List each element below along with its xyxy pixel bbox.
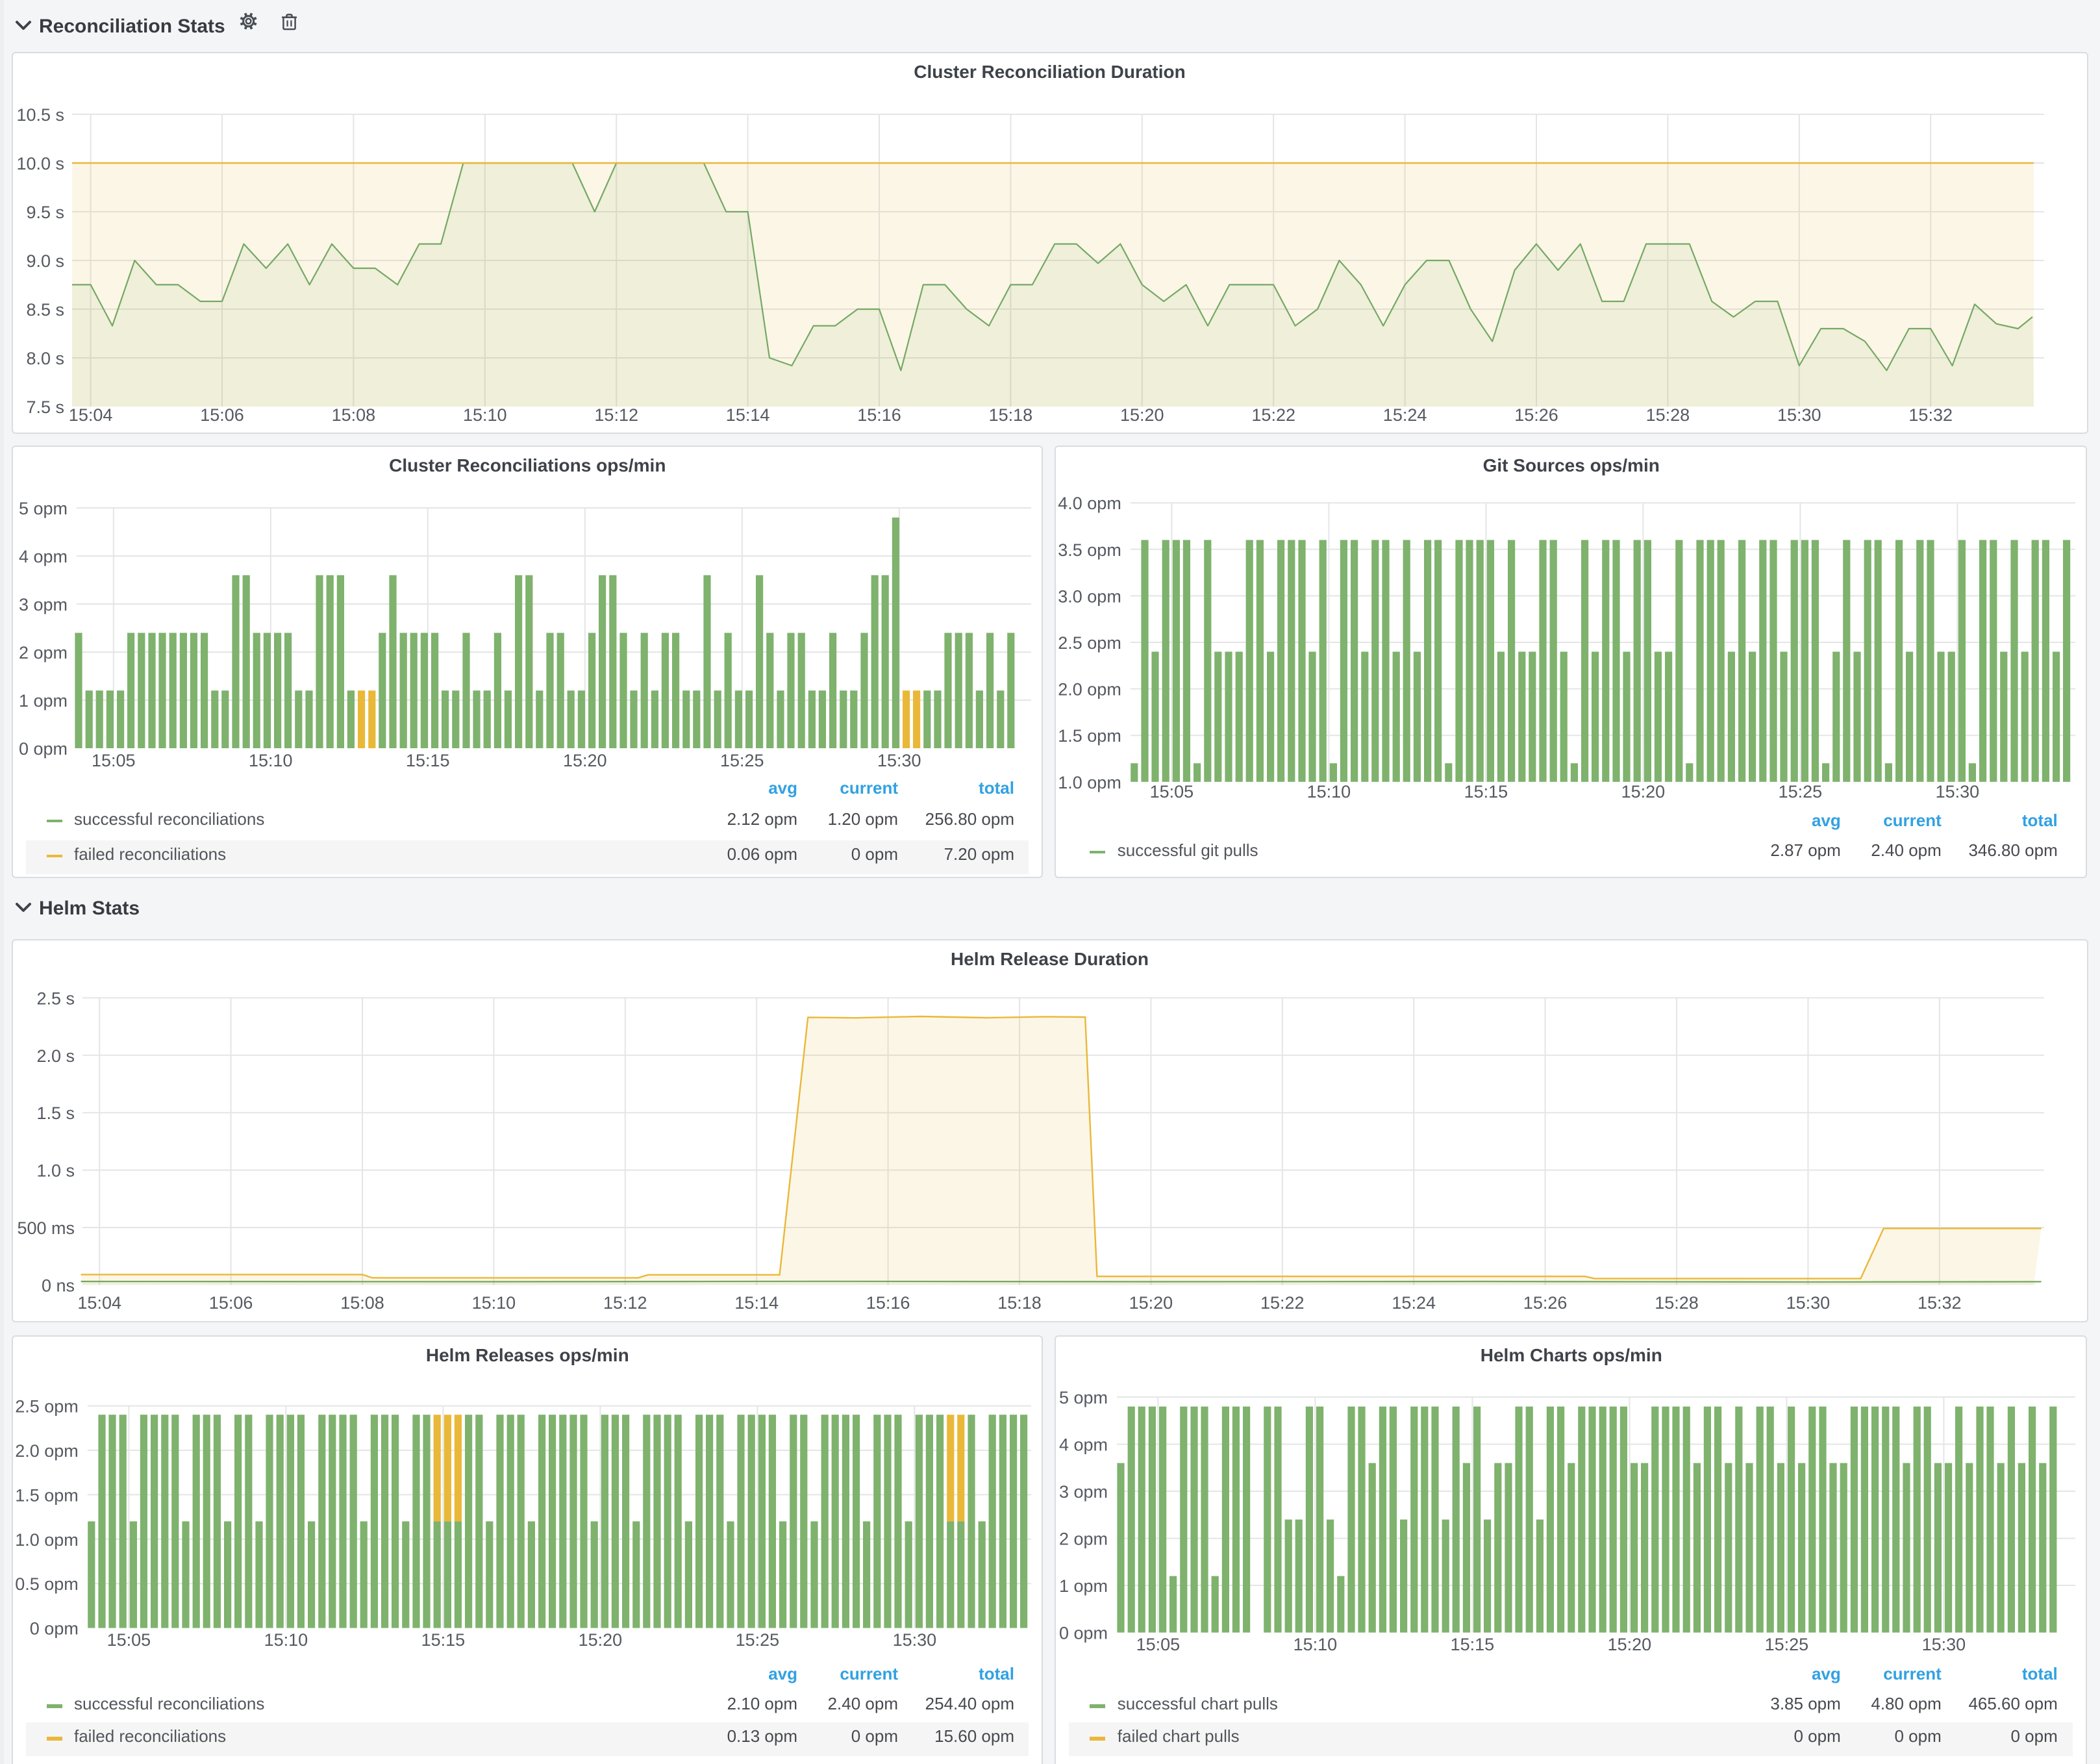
svg-text:4.0 opm: 4.0 opm (1058, 494, 1122, 514)
svg-text:0 opm: 0 opm (1060, 1623, 1108, 1643)
svg-text:1.0 opm: 1.0 opm (1058, 773, 1122, 792)
svg-text:15:28: 15:28 (1655, 1293, 1699, 1313)
svg-text:1 opm: 1 opm (19, 691, 68, 711)
svg-text:10.5 s: 10.5 s (16, 105, 64, 124)
svg-text:4 opm: 4 opm (19, 547, 68, 566)
svg-text:1.0 s: 1.0 s (36, 1161, 75, 1180)
svg-text:15:16: 15:16 (857, 405, 901, 424)
svg-text:15:15: 15:15 (1451, 1634, 1495, 1654)
svg-text:15:05: 15:05 (107, 1630, 151, 1649)
svg-text:7.5 s: 7.5 s (26, 397, 64, 416)
svg-text:15:06: 15:06 (209, 1293, 253, 1313)
svg-text:2.5 opm: 2.5 opm (15, 1396, 79, 1416)
svg-text:3.5 opm: 3.5 opm (1058, 540, 1122, 560)
svg-text:15:15: 15:15 (1464, 782, 1508, 801)
svg-text:8.5 s: 8.5 s (26, 299, 64, 319)
svg-text:0.5 opm: 0.5 opm (15, 1574, 79, 1594)
svg-text:15:24: 15:24 (1383, 405, 1427, 424)
svg-text:15:30: 15:30 (893, 1630, 937, 1649)
svg-text:15:10: 15:10 (249, 751, 293, 770)
svg-text:1.0 opm: 1.0 opm (15, 1530, 79, 1549)
svg-text:15:25: 15:25 (1765, 1634, 1809, 1654)
svg-text:2.0 s: 2.0 s (36, 1046, 75, 1065)
svg-text:15:30: 15:30 (1777, 405, 1821, 424)
svg-text:2 opm: 2 opm (19, 643, 68, 662)
svg-text:15:10: 15:10 (264, 1630, 308, 1649)
svg-text:15:22: 15:22 (1260, 1293, 1305, 1313)
svg-text:15:22: 15:22 (1251, 405, 1295, 424)
svg-text:500 ms: 500 ms (17, 1218, 75, 1238)
svg-text:1.5 opm: 1.5 opm (1058, 727, 1122, 746)
svg-text:15:20: 15:20 (579, 1630, 623, 1649)
svg-text:5 opm: 5 opm (1060, 1387, 1108, 1407)
svg-text:10.0 s: 10.0 s (16, 153, 64, 173)
svg-text:1 opm: 1 opm (1060, 1576, 1108, 1595)
svg-text:15:05: 15:05 (1136, 1634, 1181, 1654)
svg-text:0 ns: 0 ns (42, 1276, 75, 1295)
svg-text:15:32: 15:32 (1918, 1293, 1962, 1313)
svg-text:15:32: 15:32 (1908, 405, 1953, 424)
svg-text:15:06: 15:06 (200, 405, 244, 424)
svg-text:8.0 s: 8.0 s (26, 348, 64, 368)
svg-text:15:12: 15:12 (594, 405, 638, 424)
svg-text:15:10: 15:10 (472, 1293, 516, 1313)
svg-text:15:25: 15:25 (1779, 782, 1823, 801)
svg-text:3.0 opm: 3.0 opm (1058, 587, 1122, 607)
svg-text:15:26: 15:26 (1514, 405, 1558, 424)
svg-text:0 opm: 0 opm (30, 1619, 79, 1638)
svg-text:2.5 opm: 2.5 opm (1058, 633, 1122, 653)
svg-text:15:30: 15:30 (877, 751, 921, 770)
svg-text:15:30: 15:30 (1936, 782, 1980, 801)
svg-text:2.5 s: 2.5 s (36, 989, 75, 1008)
svg-text:3 opm: 3 opm (1060, 1481, 1108, 1501)
svg-text:15:20: 15:20 (1129, 1293, 1173, 1313)
svg-text:15:18: 15:18 (997, 1293, 1042, 1313)
svg-text:15:18: 15:18 (989, 405, 1033, 424)
svg-text:15:14: 15:14 (726, 405, 770, 424)
svg-text:1.5 opm: 1.5 opm (15, 1485, 79, 1505)
svg-text:15:24: 15:24 (1392, 1293, 1436, 1313)
svg-text:15:04: 15:04 (69, 405, 113, 424)
svg-text:15:05: 15:05 (92, 751, 136, 770)
svg-text:15:16: 15:16 (866, 1293, 910, 1313)
svg-text:15:30: 15:30 (1786, 1293, 1831, 1313)
svg-text:15:20: 15:20 (1120, 405, 1164, 424)
svg-text:15:08: 15:08 (332, 405, 376, 424)
svg-text:1.5 s: 1.5 s (36, 1103, 75, 1123)
svg-text:15:15: 15:15 (421, 1630, 466, 1649)
svg-text:9.0 s: 9.0 s (26, 251, 64, 270)
svg-text:15:28: 15:28 (1646, 405, 1690, 424)
svg-text:15:26: 15:26 (1523, 1293, 1568, 1313)
svg-text:15:15: 15:15 (406, 751, 450, 770)
svg-text:15:25: 15:25 (736, 1630, 780, 1649)
svg-text:3 opm: 3 opm (19, 595, 68, 614)
svg-text:15:14: 15:14 (734, 1293, 779, 1313)
svg-text:15:05: 15:05 (1150, 782, 1194, 801)
svg-text:15:10: 15:10 (463, 405, 507, 424)
svg-text:15:20: 15:20 (563, 751, 607, 770)
svg-text:2.0 opm: 2.0 opm (15, 1441, 79, 1460)
svg-text:4 opm: 4 opm (1060, 1435, 1108, 1454)
svg-text:15:08: 15:08 (340, 1293, 384, 1313)
svg-text:15:10: 15:10 (1307, 782, 1351, 801)
svg-text:15:10: 15:10 (1294, 1634, 1338, 1654)
svg-text:9.5 s: 9.5 s (26, 202, 64, 221)
svg-text:15:20: 15:20 (1608, 1634, 1652, 1654)
svg-text:5 opm: 5 opm (19, 499, 68, 518)
svg-text:2.0 opm: 2.0 opm (1058, 680, 1122, 699)
svg-text:15:25: 15:25 (720, 751, 764, 770)
svg-text:15:20: 15:20 (1621, 782, 1666, 801)
svg-text:15:12: 15:12 (603, 1293, 647, 1313)
svg-text:15:30: 15:30 (1922, 1634, 1966, 1654)
svg-text:2 opm: 2 opm (1060, 1529, 1108, 1548)
svg-text:15:04: 15:04 (77, 1293, 121, 1313)
svg-text:0 opm: 0 opm (19, 739, 68, 759)
